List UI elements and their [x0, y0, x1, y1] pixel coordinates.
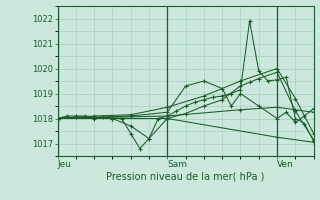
X-axis label: Pression niveau de la mer( hPa ): Pression niveau de la mer( hPa ): [107, 172, 265, 182]
